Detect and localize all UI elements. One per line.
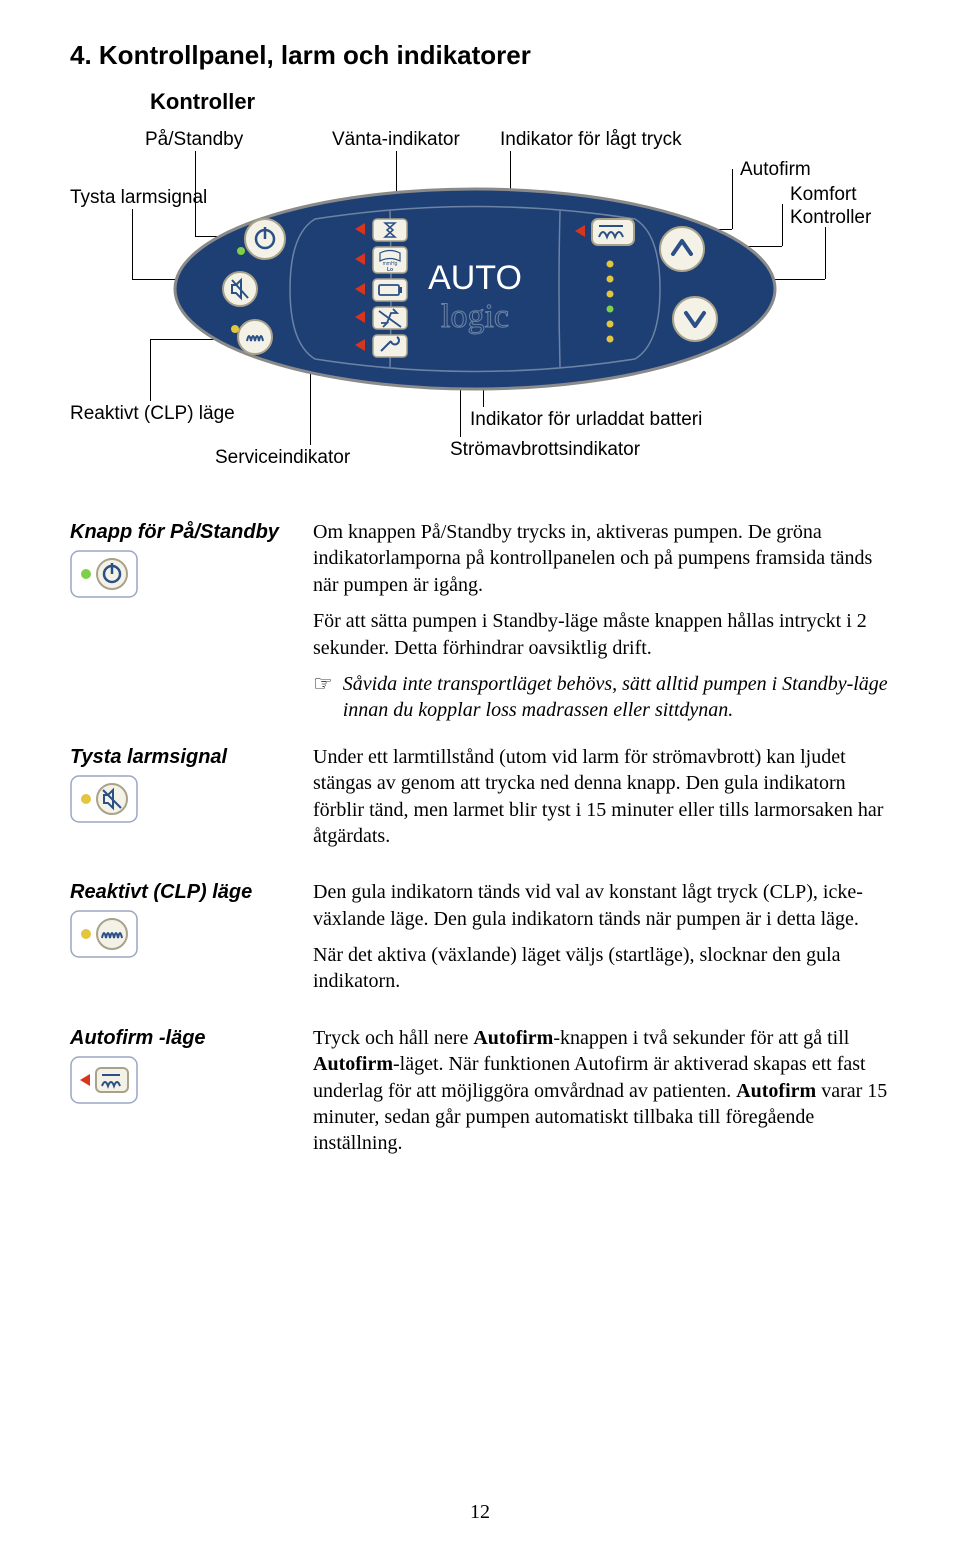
mute-icon — [70, 775, 295, 828]
control-panel-diagram: På/Standby Vänta-indikator Indikator för… — [70, 129, 890, 489]
label-batteri: Indikator för urladdat batteri — [470, 409, 702, 431]
comfort-led — [607, 261, 614, 268]
btn-mute — [223, 272, 257, 306]
ind-poweroutage — [373, 307, 407, 329]
clp-icon — [70, 910, 295, 963]
btn-autofirm — [592, 219, 634, 245]
definition: Under ett larmtillstånd (utom vid larm f… — [313, 744, 890, 860]
ind-service — [373, 335, 407, 357]
label-vanta: Vänta-indikator — [332, 129, 460, 151]
svg-text:Lo: Lo — [387, 267, 393, 273]
label-komfort: KomfortKontroller — [790, 184, 871, 230]
label-strom: Strömavbrottsindikator — [450, 439, 640, 461]
label-autofirm: Autofirm — [740, 159, 811, 181]
note-text: Såvida inte transportläget behövs, sätt … — [343, 671, 890, 724]
panel-illustration: mmHg Lo AUTO logic — [165, 179, 785, 399]
label-reaktivt: Reaktivt (CLP) läge — [70, 403, 235, 425]
btn-comfort-up — [660, 227, 704, 271]
label-lagt-tryck: Indikator för lågt tryck — [500, 129, 682, 151]
comfort-led — [607, 321, 614, 328]
term-label: Knapp för På/Standby — [70, 519, 295, 544]
led-clp — [231, 325, 239, 333]
led-power — [237, 247, 245, 255]
term-label: Autofirm -läge — [70, 1025, 295, 1050]
term-label: Reaktivt (CLP) läge — [70, 879, 295, 904]
btn-clp — [238, 320, 272, 354]
logo-logic: logic — [441, 298, 509, 335]
logo-auto: AUTO — [428, 259, 522, 297]
power-icon — [70, 550, 295, 603]
page-number: 12 — [0, 1501, 960, 1524]
label-service: Serviceindikator — [215, 447, 350, 469]
comfort-led — [607, 291, 614, 298]
ind-lowpressure: mmHg Lo — [373, 247, 407, 273]
section-heading: 4. Kontrollpanel, larm och indikatorer — [70, 40, 890, 71]
ind-wait — [373, 219, 407, 241]
btn-power — [245, 219, 285, 259]
definitions: Knapp för På/Standby Om knappen På/Stand… — [70, 519, 890, 1167]
pointing-hand-icon: ☞ — [313, 671, 333, 724]
comfort-led — [607, 276, 614, 283]
definition: Tryck och håll nere Autofirm-knappen i t… — [313, 1025, 890, 1167]
label-pa-standby: På/Standby — [145, 129, 243, 151]
definition: Om knappen På/Standby trycks in, aktiver… — [313, 519, 890, 724]
btn-comfort-down — [673, 297, 717, 341]
ind-battery — [373, 279, 407, 301]
autofirm-icon — [70, 1056, 295, 1109]
subheading: Kontroller — [150, 89, 890, 115]
comfort-led — [607, 306, 614, 313]
comfort-led — [607, 336, 614, 343]
term-label: Tysta larmsignal — [70, 744, 295, 769]
definition: Den gula indikatorn tänds vid val av kon… — [313, 879, 890, 1005]
